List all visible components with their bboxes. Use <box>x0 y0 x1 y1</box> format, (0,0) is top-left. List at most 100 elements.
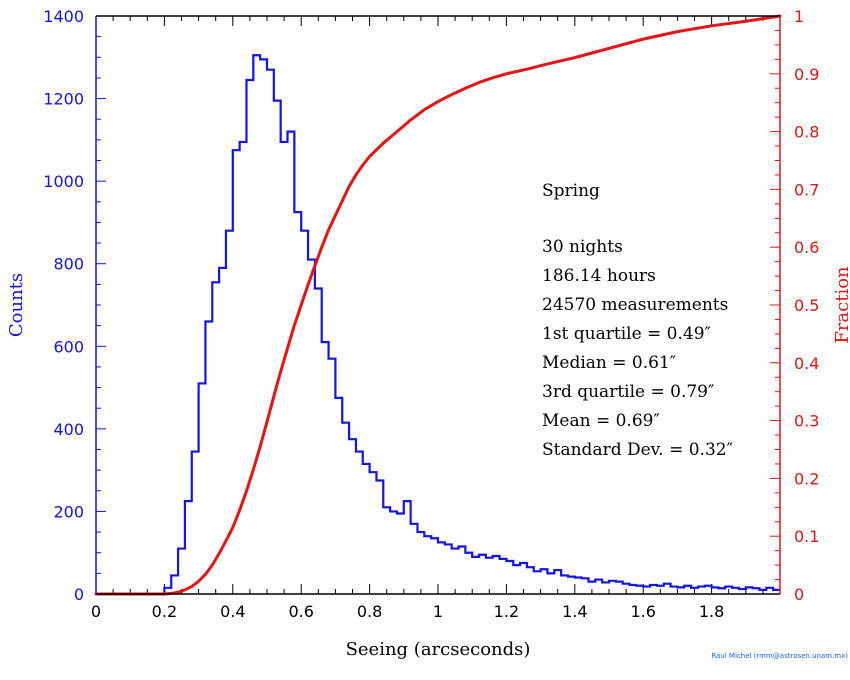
histogram-bin <box>582 578 589 594</box>
right-tick-label: 0.6 <box>794 238 819 257</box>
histogram-bin <box>431 538 438 594</box>
histogram-bin <box>650 585 657 594</box>
histogram-bin <box>725 587 732 594</box>
histogram-bin <box>308 260 315 594</box>
histogram-bin <box>698 587 705 594</box>
histogram-outline <box>96 54 780 596</box>
annotation-stddev: Standard Dev. = 0.32″ <box>542 440 733 460</box>
histogram-bin <box>459 547 466 594</box>
annotation-mean: Mean = 0.69″ <box>542 411 660 431</box>
annotation-measurements: 24570 measurements <box>542 295 728 315</box>
right-tick-label: 0 <box>794 585 804 604</box>
histogram-bin <box>547 573 554 594</box>
x-tick-label: 0.8 <box>357 602 382 621</box>
histogram-bin <box>520 563 527 594</box>
histogram-bin <box>657 586 664 594</box>
x-tick-label: 0.2 <box>152 602 177 621</box>
tick-marks <box>95 15 781 595</box>
histogram-bin <box>671 587 678 594</box>
tick-labels: 0 0.2 0.4 0.6 0.8 1 1.2 1.4 1.6 1.8 0 200 400 600 800 1… <box>43 7 819 621</box>
x-tick-label: 1.4 <box>562 602 587 621</box>
histogram-bin <box>445 544 452 594</box>
annotation-first-quartile: 1st quartile = 0.49″ <box>542 324 711 344</box>
x-tick-label: 1.6 <box>630 602 655 621</box>
histogram-bin <box>424 536 431 594</box>
histogram-bin <box>527 567 534 594</box>
x-tick-label: 0.4 <box>220 602 245 621</box>
histogram-bin <box>691 588 698 594</box>
annotation-nights: 30 nights <box>542 237 623 257</box>
histogram-bin <box>274 101 281 594</box>
histogram-bin <box>732 588 739 594</box>
histogram-bin <box>500 559 507 594</box>
histogram-bin <box>178 549 185 594</box>
histogram-bin <box>568 577 575 594</box>
histogram-bin <box>288 132 295 594</box>
cumulative-series <box>94 14 782 596</box>
histogram-bin <box>677 587 684 594</box>
histogram-bin <box>322 342 329 594</box>
histogram-bin <box>349 439 356 594</box>
histogram-bin <box>718 588 725 594</box>
histogram-bin <box>260 59 267 594</box>
left-tick-label: 0 <box>74 585 84 604</box>
histogram-bin <box>554 570 561 594</box>
right-tick-label: 0.3 <box>794 412 819 431</box>
x-axis-label: Seeing (arcseconds) <box>346 639 531 660</box>
credit-text: Raul Michel (rmm@astrosen.unam.mx) <box>711 652 848 660</box>
annotation-block: Spring 30 nights 186.14 hours 24570 meas… <box>542 181 733 460</box>
histogram-bin <box>595 580 602 594</box>
right-tick-label: 0.9 <box>794 65 819 84</box>
x-tick-label: 1 <box>433 602 443 621</box>
histogram-bin <box>192 452 199 594</box>
histogram-bin <box>712 587 719 594</box>
histogram-bin <box>376 480 383 594</box>
histogram-bin <box>383 507 390 594</box>
histogram-bin <box>541 569 548 594</box>
left-tick-label: 1200 <box>43 90 84 109</box>
histogram-bin <box>452 549 459 594</box>
histogram-series <box>96 54 780 596</box>
histogram-bin <box>315 288 322 594</box>
annotation-median: Median = 0.61″ <box>542 353 676 373</box>
right-tick-label: 0.2 <box>794 469 819 488</box>
left-tick-label: 800 <box>53 255 84 274</box>
histogram-bin <box>370 472 377 594</box>
histogram-bin <box>342 423 349 594</box>
histogram-bin <box>643 587 650 594</box>
histogram-bin <box>199 383 206 594</box>
histogram-bin <box>664 584 671 594</box>
histogram-bin <box>636 586 643 594</box>
x-tick-label: 1.8 <box>699 602 724 621</box>
histogram-bin <box>705 586 712 594</box>
histogram-bin <box>246 80 253 594</box>
right-tick-label: 0.1 <box>794 527 819 546</box>
histogram-bin <box>493 556 500 594</box>
right-tick-label: 0.5 <box>794 296 819 315</box>
left-tick-label: 600 <box>53 337 84 356</box>
histogram-bin <box>616 582 623 594</box>
histogram-bin <box>465 553 472 594</box>
histogram-bin <box>479 555 486 594</box>
histogram-bin <box>506 561 513 594</box>
right-tick-label: 1 <box>794 7 804 26</box>
cumulative-line <box>94 14 782 596</box>
annotation-season: Spring <box>542 181 600 201</box>
histogram-bin <box>411 524 418 594</box>
histogram-bin <box>513 565 520 594</box>
histogram-bin <box>417 532 424 594</box>
left-tick-label: 200 <box>53 502 84 521</box>
left-axis-label: Counts <box>6 273 27 337</box>
histogram-bin <box>397 513 404 594</box>
histogram-bin <box>575 577 582 594</box>
histogram-bin <box>253 55 260 594</box>
annotation-third-quartile: 3rd quartile = 0.79″ <box>542 382 714 402</box>
histogram-bin <box>356 452 363 594</box>
histogram-bin <box>472 557 479 594</box>
histogram-bin <box>294 212 301 594</box>
histogram-bin <box>329 359 336 594</box>
x-tick-label: 0.6 <box>288 602 313 621</box>
x-tick-label: 1.2 <box>494 602 519 621</box>
right-axis-label: Fraction <box>832 266 850 344</box>
histogram-bin <box>438 542 445 594</box>
